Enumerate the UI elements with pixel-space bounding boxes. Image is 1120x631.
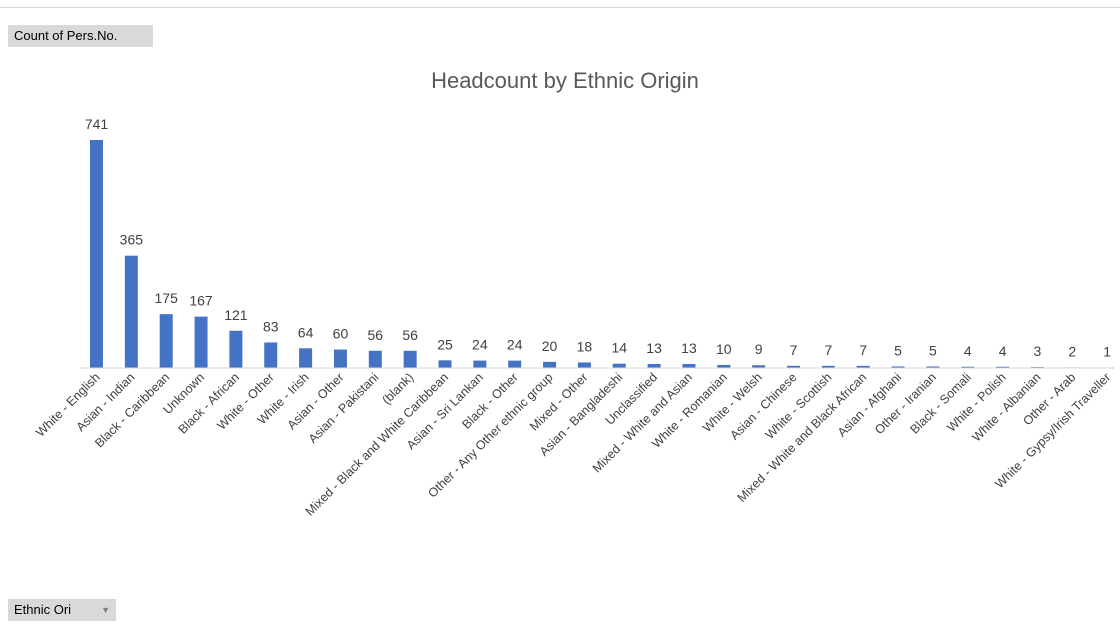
bar — [124, 255, 138, 368]
top-divider — [0, 7, 1120, 8]
data-label: 9 — [755, 341, 763, 357]
category-label: Other - Iranian — [872, 370, 939, 437]
data-label: 64 — [298, 324, 314, 340]
data-label: 4 — [999, 343, 1007, 359]
bar — [682, 364, 696, 368]
data-label: 13 — [646, 340, 662, 356]
data-label: 56 — [368, 327, 384, 343]
data-label: 56 — [402, 327, 418, 343]
category-label: Black - Somali — [907, 370, 973, 436]
data-label: 60 — [333, 326, 349, 342]
bar — [194, 316, 208, 368]
bar — [229, 330, 243, 368]
bar — [787, 365, 800, 368]
bar — [368, 350, 382, 368]
bar — [752, 365, 766, 368]
data-label: 167 — [189, 293, 213, 309]
data-label: 7 — [790, 342, 798, 358]
data-label: 20 — [542, 338, 558, 354]
data-label: 10 — [716, 341, 732, 357]
data-label: 365 — [120, 232, 144, 248]
data-label: 741 — [85, 116, 109, 132]
bar — [438, 360, 452, 368]
data-label: 14 — [611, 340, 627, 356]
bar — [264, 342, 278, 368]
bar — [647, 364, 661, 368]
bar — [299, 348, 313, 368]
data-label: 5 — [894, 342, 902, 358]
category-label: Mixed - White and Black African — [735, 370, 870, 505]
values-field-button[interactable]: Count of Pers.No. — [8, 25, 153, 47]
bar — [90, 140, 103, 368]
bar — [159, 314, 173, 368]
dropdown-arrow-icon: ▼ — [101, 605, 110, 615]
data-label: 7 — [859, 342, 867, 358]
data-label: 1 — [1103, 344, 1111, 360]
axis-field-button[interactable]: Ethnic Ori ▼ — [8, 599, 116, 621]
data-label: 25 — [437, 336, 453, 352]
bar — [473, 360, 487, 368]
bar — [856, 365, 870, 368]
data-label: 24 — [507, 337, 523, 353]
data-label: 24 — [472, 337, 488, 353]
bar — [612, 363, 626, 368]
bar — [577, 362, 591, 368]
data-label: 175 — [155, 290, 179, 306]
bar — [821, 365, 835, 368]
bar — [926, 366, 940, 368]
chart-title: Headcount by Ethnic Origin — [431, 68, 699, 93]
data-label: 7 — [824, 342, 832, 358]
data-label: 3 — [1034, 343, 1042, 359]
bars-layer — [90, 140, 1114, 369]
data-label: 83 — [263, 318, 279, 334]
bar — [333, 349, 347, 368]
values-field-label: Count of Pers.No. — [14, 28, 118, 43]
bar — [996, 366, 1010, 368]
data-label: 2 — [1068, 343, 1076, 359]
bar — [508, 360, 522, 368]
bar — [543, 361, 557, 368]
data-label: 13 — [681, 340, 697, 356]
data-label: 121 — [224, 307, 248, 323]
bar — [961, 366, 975, 368]
bar — [717, 364, 731, 368]
data-label: 4 — [964, 343, 972, 359]
data-label: 18 — [577, 338, 593, 354]
bar — [891, 366, 905, 368]
data-label: 5 — [929, 342, 937, 358]
axis-field-label: Ethnic Ori — [14, 602, 72, 617]
category-label: Black - African — [176, 370, 242, 436]
bar — [403, 350, 417, 368]
